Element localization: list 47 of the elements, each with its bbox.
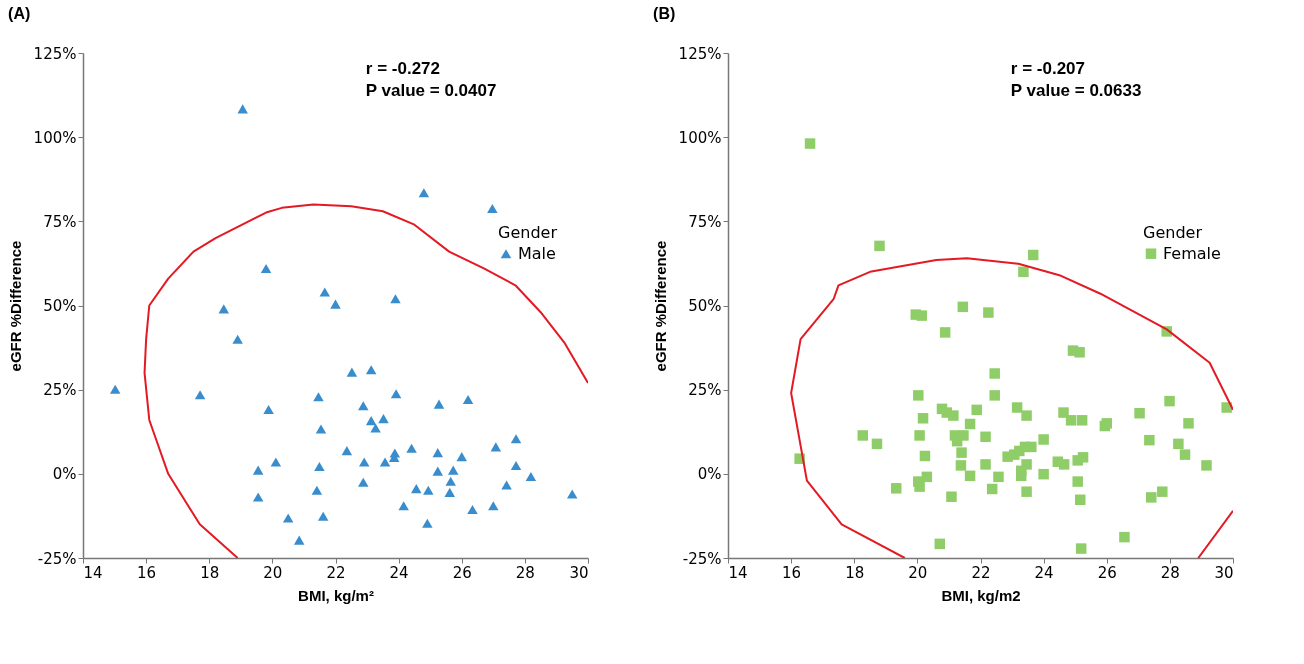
chart-title: (B) — [653, 5, 676, 22]
x-axis-title: BMI, kg/m² — [298, 586, 374, 604]
x-tick-label: 14 — [83, 563, 103, 582]
y-tick-label: 100% — [678, 128, 722, 147]
legend-label: Female — [1163, 243, 1221, 263]
y-tick-label: 50% — [43, 297, 77, 315]
annotation: P value = 0.0633 — [1010, 81, 1142, 100]
y-axis-title: eGFR %Difference — [6, 240, 24, 372]
x-tick-label: 20 — [263, 563, 283, 582]
line-series — [143, 203, 588, 558]
y-tick-label: -25% — [682, 549, 722, 568]
x-tick-label: 16 — [137, 563, 157, 582]
y-tick-label: 0% — [697, 465, 722, 484]
x-tick-label: 16 — [782, 563, 802, 582]
y-tick-label: 125% — [33, 44, 77, 63]
y-tick-label: 25% — [43, 381, 77, 400]
x-tick-label: 28 — [515, 563, 535, 582]
x-tick-label: 22 — [971, 563, 991, 582]
y-tick-label: 0% — [52, 465, 77, 484]
x-tick-label: 28 — [1160, 563, 1180, 582]
y-tick-label: 125% — [678, 44, 722, 63]
chart-title: (A) — [8, 5, 31, 22]
x-tick-label: 18 — [200, 563, 220, 582]
x-tick-label: 30 — [1214, 563, 1234, 582]
x-tick-label: 26 — [452, 563, 472, 582]
x-tick-label: 18 — [845, 563, 865, 582]
y-tick-label: 25% — [688, 381, 722, 400]
legend-title: Gender — [498, 222, 558, 242]
annotation: r = -0.272 — [365, 59, 440, 78]
x-tick-label: 30 — [569, 563, 589, 582]
annotation: r = -0.207 — [1010, 59, 1085, 78]
y-tick-label: 50% — [688, 297, 722, 315]
x-tick-label: 14 — [728, 563, 748, 582]
x-tick-label: 22 — [326, 563, 346, 582]
annotation: P value = 0.0407 — [365, 81, 497, 100]
y-tick-label: 75% — [43, 212, 77, 231]
y-tick-label: 100% — [33, 128, 77, 147]
legend-label: Male — [518, 243, 556, 263]
y-tick-label: 75% — [688, 212, 722, 231]
y-axis-title: eGFR %Difference — [651, 240, 669, 372]
legend-title: Gender — [1143, 222, 1203, 242]
x-tick-label: 20 — [908, 563, 928, 582]
y-tick-label: -25% — [37, 549, 77, 568]
x-tick-label: 26 — [1097, 563, 1117, 582]
x-tick-label: 24 — [1034, 563, 1054, 582]
x-axis-title: BMI, kg/m2 — [941, 586, 1021, 604]
x-tick-label: 24 — [389, 563, 409, 582]
